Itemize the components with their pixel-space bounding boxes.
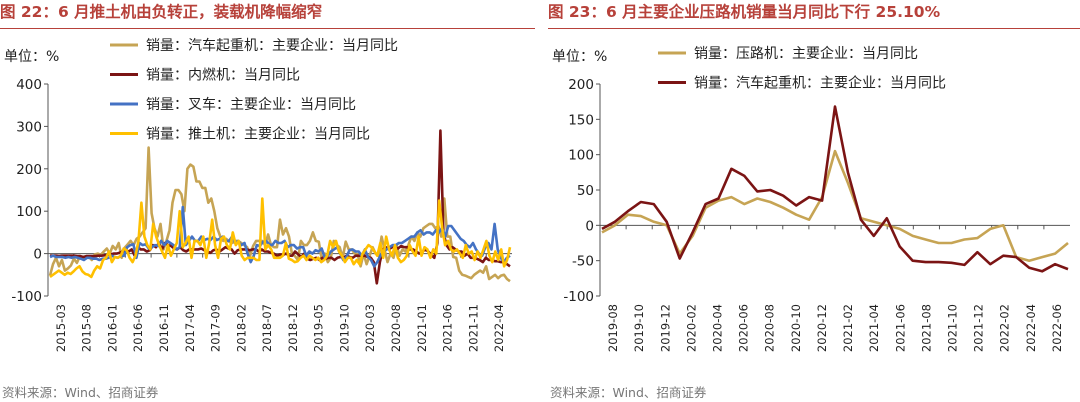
x-tick-label: 2020-03 [363, 304, 377, 352]
x-tick-label: 2019-08 [606, 304, 620, 352]
unit-label: 单位：% [552, 49, 608, 65]
x-tick-label: 2022-04 [1024, 304, 1038, 352]
x-tick-label: 2016-11 [157, 304, 171, 352]
chart-panel-2: 图 23：6 月主要企业压路机销量当月同比下行 25.10% 单位：% -100… [548, 0, 1080, 402]
line-chart-2: -100 -50 0 50 100 150 200 2019-08 2019-10 2019-12… [563, 42, 1070, 352]
x-tick-label: 2021-01 [415, 304, 429, 352]
series-line-1 [601, 149, 1069, 263]
y-tick-label: 200 [16, 162, 42, 178]
series-line-2 [601, 105, 1069, 273]
legend-label-3: 销量：叉车：主要企业：当月同比 [146, 96, 356, 113]
x-tick-label: 2021-12 [972, 304, 986, 352]
legend-label-4: 销量：推土机：主要企业：当月同比 [146, 126, 370, 143]
y-tick-label: 50 [577, 183, 594, 199]
x-tick-label: 2016-01 [105, 304, 119, 352]
x-tick-label: 2021-06 [893, 304, 907, 352]
x-tick-label: 2020-12 [815, 304, 829, 352]
y-tick-label: 100 [16, 204, 42, 220]
source-note: 资料来源：Wind、招商证券 [2, 385, 159, 400]
x-tick-label: 2020-06 [737, 304, 751, 352]
x-tick-label: 2021-04 [867, 304, 881, 352]
line-chart-1: -100 0 100 200 300 400 2015-03 2015-08 2016-01 20… [11, 34, 512, 352]
x-tick-label: 2015-08 [80, 304, 94, 352]
y-tick-label: -100 [11, 289, 42, 305]
x-tick-label: 2018-02 [234, 304, 248, 352]
legend-bg [106, 34, 402, 56]
x-tick-label: 2019-12 [658, 304, 672, 352]
legend-bg [106, 63, 303, 86]
x-tick-label: 2016-06 [131, 304, 145, 352]
x-tick-label: 2017-04 [183, 304, 197, 352]
legend-bg [654, 42, 922, 64]
source-note: 资料来源：Wind、招商证券 [550, 385, 707, 400]
series-line-3 [49, 205, 511, 268]
chart-title: 图 23：6 月主要企业压路机销量当月同比下行 25.10% [548, 3, 941, 21]
x-tick-label: 2020-10 [789, 304, 803, 352]
y-tick-label: 150 [568, 112, 594, 128]
legend-label-1: 销量：汽车起重机：主要企业：当月同比 [146, 37, 398, 54]
series-line-4 [49, 197, 512, 279]
y-tick-label: 0 [585, 218, 594, 234]
y-tick-label: -50 [572, 254, 594, 270]
x-tick-label: 2021-11 [466, 304, 480, 352]
legend-label-2: 销量：汽车起重机：主要企业：当月同比 [694, 75, 946, 92]
x-tick-label: 2022-02 [998, 304, 1012, 352]
x-tick-label: 2017-09 [209, 304, 223, 352]
legend-label-1: 销量：压路机：主要企业：当月同比 [694, 45, 918, 62]
y-tick-label: 200 [568, 77, 594, 93]
x-tick-label: 2020-08 [763, 304, 777, 352]
legend-bg [106, 122, 374, 145]
x-tick-label: 2020-08 [389, 304, 403, 352]
x-tick-label: 2022-06 [1050, 304, 1064, 352]
legend-label-2: 销量：内燃机：当月同比 [146, 67, 300, 84]
x-tick-label: 2021-08 [919, 304, 933, 352]
x-tick-label: 2019-05 [312, 304, 326, 352]
x-tick-label: 2020-02 [684, 304, 698, 352]
x-tick-label: 2020-04 [711, 304, 725, 352]
x-tick-label: 2021-02 [841, 304, 855, 352]
x-tick-label: 2018-07 [260, 304, 274, 352]
y-tick-label: 100 [568, 148, 594, 164]
y-tick-label: 400 [16, 77, 42, 93]
title-rule [0, 28, 535, 29]
chart-title: 图 22：6 月推土机由负转正，装载机降幅缩窄 [0, 3, 323, 21]
y-tick-label: -100 [563, 289, 594, 305]
chart-panel-1: 图 22：6 月推土机由负转正，装载机降幅缩窄 单位：% -100 0 100 200… [0, 0, 535, 402]
x-tick-label: 2015-03 [54, 304, 68, 352]
legend-bg [106, 93, 359, 115]
x-tick-label: 2019-10 [632, 304, 646, 352]
x-tick-label: 2022-04 [492, 304, 506, 352]
title-rule [548, 28, 1080, 29]
x-tick-label: 2018-12 [286, 304, 300, 352]
y-tick-label: 0 [33, 247, 42, 263]
x-tick-label: 2021-10 [946, 304, 960, 352]
x-tick-label: 2019-10 [337, 304, 351, 352]
y-tick-label: 300 [16, 119, 42, 135]
x-tick-label: 2021-06 [441, 304, 455, 352]
series-line-1 [48, 146, 511, 283]
unit-label: 单位：% [4, 49, 60, 65]
legend-bg [654, 71, 950, 94]
